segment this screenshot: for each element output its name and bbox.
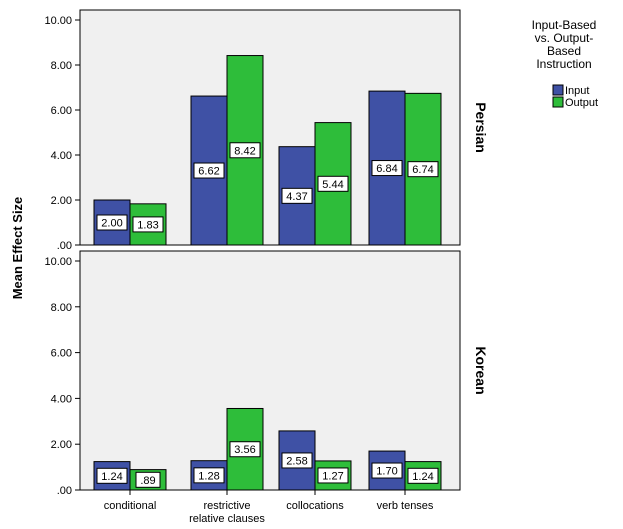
data-label: 6.62 [198, 166, 219, 178]
data-label: 1.27 [322, 470, 343, 482]
legend-swatch-input [553, 85, 563, 95]
y-tick-label: .00 [57, 485, 72, 497]
legend-title: Input-Based [532, 18, 597, 32]
data-label: 8.42 [234, 145, 255, 157]
data-label: 6.84 [376, 163, 397, 175]
data-label: 1.28 [198, 470, 219, 482]
y-tick-label: 2.00 [51, 439, 72, 451]
x-tick-label: verb tenses [377, 500, 434, 512]
y-tick-label: 10.00 [44, 256, 72, 268]
legend-label-output: Output [565, 97, 598, 109]
y-tick-label: 8.00 [51, 302, 72, 314]
legend-label-input: Input [565, 85, 589, 97]
panel-label: Korean [473, 346, 489, 394]
x-tick-label: restrictive [203, 500, 250, 512]
data-label: 1.70 [376, 466, 397, 478]
y-tick-label: 6.00 [51, 105, 72, 117]
data-label: 5.44 [322, 179, 343, 191]
data-label: 2.58 [286, 455, 307, 467]
data-label: 1.24 [412, 471, 433, 483]
y-tick-label: 6.00 [51, 348, 72, 360]
data-label: 1.24 [101, 471, 122, 483]
y-tick-label: 10.00 [44, 15, 72, 27]
data-label: 1.83 [137, 219, 158, 231]
x-tick-label: collocations [286, 500, 344, 512]
y-axis-label: Mean Effect Size [10, 197, 25, 300]
data-label: .89 [140, 475, 155, 487]
y-tick-label: .00 [57, 240, 72, 252]
data-label: 4.37 [286, 191, 307, 203]
y-tick-label: 2.00 [51, 195, 72, 207]
panels: .00 2.00 4.00 6.00 8.00 10.00 2.00 6.62 4.37 6.84… [44, 10, 489, 497]
x-tick-label: conditional [104, 500, 157, 512]
chart: Mean Effect Size .00 2.00 4.00 6.00 8.00 10.0… [0, 0, 623, 529]
panel-persian: .00 2.00 4.00 6.00 8.00 10.00 2.00 6.62 4.37 6.84… [44, 10, 489, 252]
data-label: 3.56 [234, 444, 255, 456]
y-tick-label: 4.00 [51, 393, 72, 405]
data-label: 6.74 [412, 164, 433, 176]
legend-title: Instruction [536, 57, 591, 71]
legend-title: Based [547, 44, 581, 58]
data-label: 2.00 [101, 218, 122, 230]
panel-korean: .00 2.00 4.00 6.00 8.00 10.00 1.24 1.28 2.58 1.70… [44, 251, 489, 497]
y-tick-label: 4.00 [51, 150, 72, 162]
legend-swatch-output [553, 97, 563, 107]
y-tick-label: 8.00 [51, 60, 72, 72]
x-tick-label: relative clauses [189, 513, 265, 525]
panel-label: Persian [473, 102, 489, 153]
legend-title: vs. Output- [535, 31, 594, 45]
